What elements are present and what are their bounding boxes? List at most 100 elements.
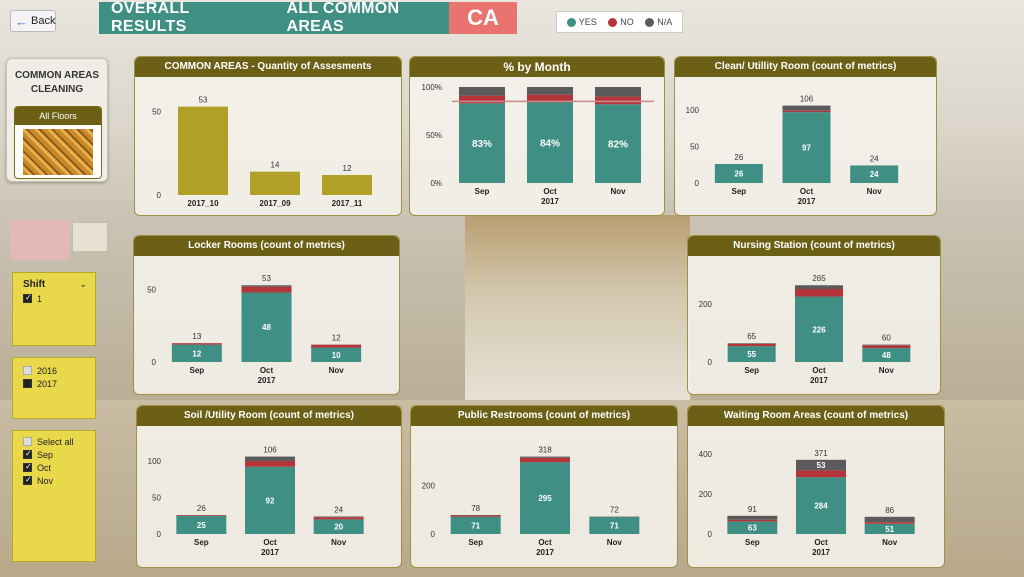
chart-title: Public Restrooms (count of metrics) <box>411 406 677 426</box>
y-tick-label: 400 <box>699 450 713 459</box>
x-tick-label: Nov <box>867 187 883 196</box>
bar-segment-na <box>520 456 570 458</box>
bar-segment-yes <box>795 296 843 362</box>
total-label: 13 <box>192 332 201 341</box>
shift-slicer: Shift ⌄ 1 <box>12 272 96 346</box>
chart-locker-rooms[interactable]: Locker Rooms (count of metrics) 0 50 12 13 S… <box>133 235 400 395</box>
bar-segment-no <box>527 94 573 103</box>
floor-texture-image <box>23 129 93 175</box>
data-label: 295 <box>538 494 552 503</box>
x-year-label: 2017 <box>812 548 830 557</box>
month-slicer: Select all Sep Oct Nov <box>12 430 96 562</box>
x-tick-label: 2017_10 <box>187 199 219 208</box>
y-tick-label: 200 <box>699 490 713 499</box>
month-option-select-all[interactable]: Select all <box>13 435 95 448</box>
chart-pct-month[interactable]: % by Month 0% 50% 100% 83% Sep 84% Oct 2017 82% N… <box>409 56 665 216</box>
y-tick-label: 50 <box>147 286 156 295</box>
total-label: 106 <box>800 95 814 104</box>
month-option-sep[interactable]: Sep <box>13 448 95 461</box>
data-label: 24 <box>870 170 879 179</box>
y-tick-label: 0 <box>695 179 700 188</box>
year-option-2016[interactable]: 2016 <box>13 364 95 377</box>
bar-segment-na <box>459 87 505 96</box>
month-option-nov[interactable]: Nov <box>13 474 95 487</box>
bar-segment-no <box>520 457 570 463</box>
legend: YES NO N/A <box>556 11 683 33</box>
year-option-label: 2016 <box>37 365 58 376</box>
y-tick-label: 50 <box>690 142 699 151</box>
y-tick-label: 50 <box>152 108 161 117</box>
bar-segment-yes <box>176 515 227 534</box>
checkbox-icon <box>23 475 32 485</box>
chart-public-restrooms[interactable]: Public Restrooms (count of metrics) 0 200… <box>410 405 678 568</box>
data-label: 284 <box>814 502 828 511</box>
bar-segment-no <box>595 96 641 105</box>
area-code-text: CA <box>467 5 499 30</box>
y-tick-label: 100 <box>148 457 162 466</box>
chart-nursing-station[interactable]: Nursing Station (count of metrics) 0 200 5… <box>687 235 941 395</box>
bar-segment-yes <box>796 477 846 534</box>
bar-segment-na <box>595 87 641 97</box>
total-label: 26 <box>197 504 206 513</box>
chart-title: Locker Rooms (count of metrics) <box>134 236 399 256</box>
bar-segment-yes <box>450 516 501 534</box>
data-label: 12 <box>343 164 352 173</box>
data-label: 53 <box>817 461 826 470</box>
y-tick-label: 0 <box>157 191 162 200</box>
bar-segment-na <box>864 516 915 523</box>
bar-segment-na <box>782 105 831 111</box>
data-label: 14 <box>271 161 280 170</box>
x-tick-label: Oct <box>538 538 552 547</box>
data-label: 51 <box>885 525 894 534</box>
data-label: 48 <box>882 351 891 360</box>
month-option-oct[interactable]: Oct <box>13 461 95 474</box>
legend-yes-dot-icon <box>566 18 576 28</box>
bar-segment-yes <box>171 344 222 362</box>
bar-segment-no <box>459 95 505 104</box>
bar-segment-yes <box>313 519 364 534</box>
legend-na-label: N/A <box>657 16 673 27</box>
bar-segment-yes <box>245 466 295 534</box>
checkbox-icon <box>23 449 32 459</box>
chart-clean-utility[interactable]: Clean/ Utillity Room (count of metrics) … <box>674 56 937 216</box>
all-floors-button[interactable]: All Floors <box>14 106 102 179</box>
bar-segment-na <box>727 343 776 344</box>
x-tick-label: Oct <box>260 366 274 375</box>
chart-soil-utility[interactable]: Soil /Utility Room (count of metrics) 0 5… <box>136 405 402 568</box>
total-label: 72 <box>610 505 619 514</box>
shift-option-1[interactable]: 1 <box>13 292 95 305</box>
area-card-title-line1: COMMON AREAS <box>14 70 100 81</box>
y-tick-label: 0 <box>152 358 157 367</box>
bar-segment-yes <box>862 348 911 362</box>
legend-no: NO <box>608 17 634 28</box>
area-card-title-line2: CLEANING <box>30 84 84 95</box>
data-label: 92 <box>266 496 275 505</box>
bar-segment-na <box>862 344 911 346</box>
bar <box>178 106 228 195</box>
bar <box>250 171 300 195</box>
data-label: 55 <box>747 350 756 359</box>
chevron-down-icon[interactable]: ⌄ <box>79 279 87 289</box>
y-tick-label: 0% <box>430 179 442 188</box>
total-label: 12 <box>332 334 341 343</box>
x-tick-label: Oct <box>543 187 557 196</box>
data-label: 26 <box>734 170 743 179</box>
legend-yes: YES <box>566 17 597 28</box>
area-code-badge: CA <box>449 2 517 34</box>
title-left: OVERALL RESULTS <box>111 0 190 35</box>
bar-segment-yes <box>520 462 570 534</box>
x-tick-label: 2017_09 <box>259 199 291 208</box>
back-button[interactable]: ← Back <box>10 10 56 32</box>
chart-waiting-room[interactable]: Waiting Room Areas (count of metrics) 0 2… <box>687 405 945 568</box>
chart-title: Soil /Utility Room (count of metrics) <box>137 406 401 426</box>
year-option-2017[interactable]: 2017 <box>13 377 95 390</box>
all-floors-label: All Floors <box>15 107 101 125</box>
checkbox-icon <box>23 437 32 446</box>
chart-assessments[interactable]: COMMON AREAS - Quantity of Assesments 0 5… <box>134 56 402 216</box>
